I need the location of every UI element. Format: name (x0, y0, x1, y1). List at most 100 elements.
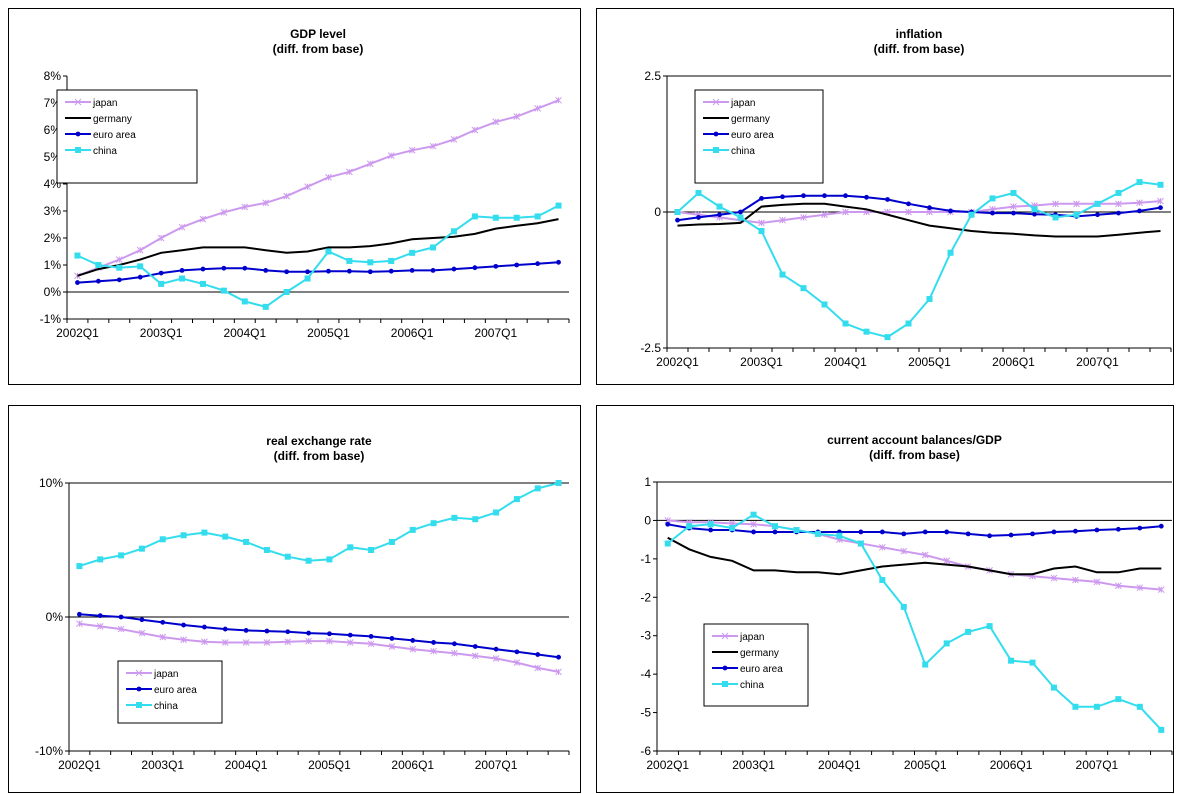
data-point (513, 113, 521, 120)
data-point (305, 269, 310, 275)
data-point (1136, 703, 1143, 710)
x-tick-label: 2007Q1 (474, 326, 517, 340)
data-point (1008, 657, 1015, 664)
data-point (451, 649, 458, 657)
x-tick-label: 2003Q1 (141, 758, 184, 772)
series-japan (664, 517, 1165, 593)
data-point (878, 543, 886, 551)
data-point (801, 193, 806, 199)
data-point (821, 301, 828, 308)
data-point (513, 659, 521, 666)
x-tick-label: 2005Q1 (307, 326, 350, 340)
data-point (513, 214, 520, 221)
data-point (221, 265, 227, 271)
data-point (674, 209, 681, 215)
y-tick-label: 0% (44, 285, 62, 299)
data-point (137, 274, 143, 280)
data-point (115, 256, 123, 263)
series-line-china (79, 482, 559, 568)
x-tick-label: 2004Q1 (225, 758, 268, 772)
data-point (410, 638, 416, 643)
data-point (900, 547, 908, 555)
data-point (180, 636, 187, 644)
data-point (116, 264, 123, 271)
data-point (1115, 189, 1122, 196)
data-point (759, 196, 764, 201)
data-point (814, 530, 821, 537)
legend-marker (75, 147, 81, 153)
data-point (695, 189, 702, 196)
data-point (1032, 211, 1037, 217)
data-point (452, 641, 457, 647)
data-point (944, 529, 950, 535)
data-point (181, 622, 186, 628)
data-point (409, 268, 415, 273)
chart-gdp: GDP level(diff. from base)-1%0%1%2%3%4%5… (40, 27, 570, 340)
data-point (729, 525, 736, 532)
legend-entry-china: china (154, 701, 178, 712)
data-point (326, 637, 333, 645)
data-point (472, 516, 479, 523)
chart-panel-inflation: inflation (diff. from base) -2.5 0 2.5 2002Q1… (596, 8, 1174, 385)
data-point (864, 194, 869, 200)
data-point (772, 523, 779, 530)
data-point (306, 630, 311, 636)
legend-entry-japan: japan (92, 98, 117, 109)
data-point (1029, 659, 1036, 666)
data-point (221, 639, 229, 646)
series-germany (667, 536, 1162, 576)
data-point (222, 533, 229, 540)
data-point (716, 203, 723, 210)
data-point (1072, 576, 1079, 584)
data-point (74, 272, 81, 280)
legend-marker (75, 131, 81, 137)
legend-entry-euro-area: euro area (740, 664, 783, 675)
legend: japan germany euro area china (56, 89, 198, 184)
data-point (305, 557, 312, 564)
series-china (674, 179, 1164, 341)
y-tick-label: 10% (39, 476, 63, 490)
series-line-euro-area (77, 261, 559, 284)
data-point (555, 202, 562, 209)
data-point (201, 529, 208, 536)
chart-title: real exchange rate (266, 434, 372, 448)
legend-box (694, 89, 824, 184)
legend-entry-china: china (93, 146, 117, 157)
data-point (136, 246, 144, 254)
data-point (492, 118, 500, 126)
data-point (717, 212, 722, 218)
data-point (686, 523, 693, 530)
x-tick-label: 2002Q1 (56, 326, 99, 340)
data-point (283, 192, 290, 200)
legend-entry-euro-area: euro area (154, 685, 197, 696)
data-point (367, 259, 374, 266)
data-point (77, 611, 82, 617)
legend-marker (712, 98, 720, 106)
data-point (1030, 531, 1035, 537)
data-point (347, 632, 353, 638)
data-point (431, 640, 436, 645)
data-point (842, 208, 849, 216)
data-point (387, 152, 395, 160)
x-tick-label: 2002Q1 (58, 758, 101, 772)
data-point (1093, 703, 1100, 710)
data-point (97, 556, 104, 563)
data-point (696, 215, 701, 220)
y-tick-label: 0 (644, 513, 651, 527)
data-point (822, 193, 827, 199)
series-line-euro-area (79, 613, 559, 659)
data-point (534, 105, 541, 112)
y-tick-label: 0 (654, 205, 661, 219)
data-point (836, 532, 843, 539)
data-point (326, 556, 333, 563)
data-point (737, 214, 744, 221)
data-point (389, 636, 395, 641)
data-point (492, 214, 499, 221)
x-tick-label: 2002Q1 (656, 355, 699, 369)
data-point (1073, 528, 1078, 534)
data-point (138, 545, 145, 552)
data-point (556, 654, 561, 660)
data-point (948, 208, 953, 214)
data-point (800, 285, 807, 292)
legend-entry-germany: germany (740, 648, 779, 659)
